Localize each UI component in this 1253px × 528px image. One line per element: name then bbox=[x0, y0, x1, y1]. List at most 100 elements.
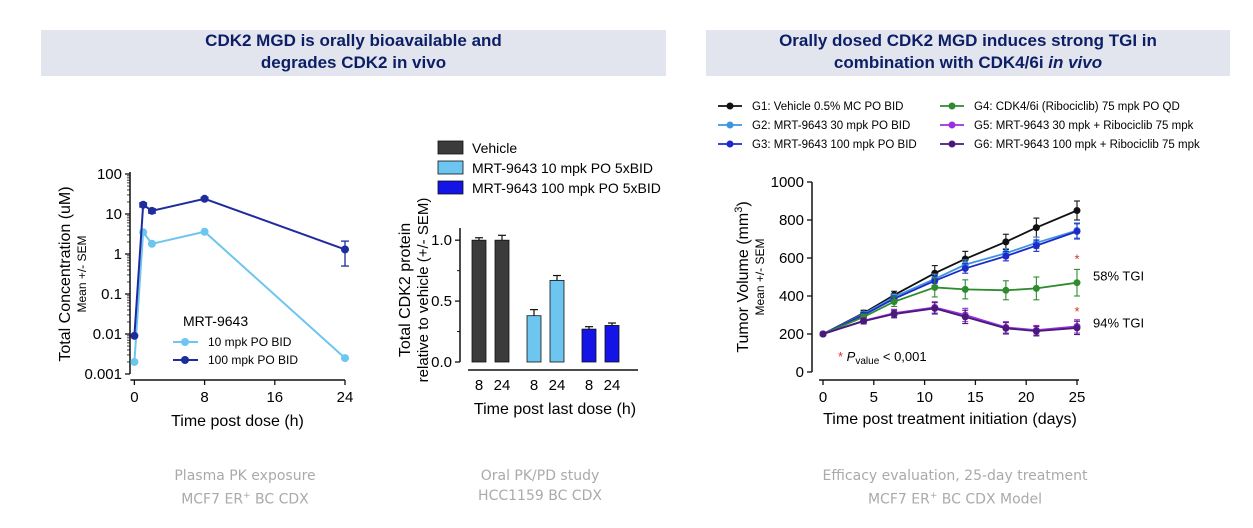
tgi-label-g4: 58% TGI bbox=[1093, 269, 1144, 284]
pvalue-note: * Pvalue < 0,001 bbox=[838, 349, 927, 367]
pk-caption-b: BC CDX bbox=[250, 491, 309, 508]
bar bbox=[549, 279, 565, 363]
eff-caption-line1: Efficacy evaluation, 25-day treatment bbox=[822, 468, 1088, 484]
data-point bbox=[130, 331, 139, 340]
significance-star: * bbox=[1074, 251, 1079, 266]
legend-label: MRT-9643 100 mpk PO 5xBID bbox=[472, 180, 661, 196]
x-axis-label: Time post dose (h) bbox=[171, 413, 304, 430]
data-point bbox=[1002, 252, 1010, 260]
data-point bbox=[147, 239, 156, 248]
data-point bbox=[961, 264, 969, 272]
data-point bbox=[931, 269, 939, 277]
legend-label: G4: CDK4/6i (Ribociclib) 75 mpk PO QD bbox=[974, 101, 1180, 113]
bar bbox=[581, 328, 597, 363]
x-tick-label: 24 bbox=[337, 389, 354, 406]
series-line bbox=[822, 230, 1078, 335]
pk-caption-a: MCF7 ER bbox=[181, 491, 244, 508]
data-point bbox=[200, 227, 209, 236]
legend-marker bbox=[726, 121, 734, 129]
y-tick-label: 200 bbox=[779, 326, 804, 343]
pd-caption-line1: Oral PK/PD study bbox=[480, 468, 600, 484]
y-axis-label: Tumor Volume (mm3) bbox=[733, 201, 752, 352]
x-tick-label: 15 bbox=[967, 389, 984, 406]
right-title-line2-prefix: combination with CDK4/6i bbox=[833, 53, 1049, 72]
y-tick-label: 0.1 bbox=[101, 286, 122, 303]
bar bbox=[604, 325, 620, 363]
y-tick-label: 1000 bbox=[771, 174, 804, 191]
pd-caption: Oral PK/PD study HCC1159 BC CDX bbox=[440, 466, 640, 506]
x-tick-label: 8 bbox=[530, 377, 538, 394]
y-tick-label: 400 bbox=[779, 288, 804, 305]
data-point bbox=[890, 298, 898, 306]
data-point bbox=[860, 317, 868, 325]
y-tick-label: 0.0 bbox=[431, 354, 452, 371]
legend-label: 10 mpk PO BID bbox=[208, 335, 292, 349]
x-tick-label: 20 bbox=[1018, 389, 1035, 406]
x-tick-label: 10 bbox=[916, 389, 933, 406]
legend-label: G6: MRT-9643 100 mpk + Ribociclib 75 mpk bbox=[974, 139, 1200, 151]
eff-caption-a: MCF7 ER bbox=[867, 491, 930, 508]
data-point bbox=[139, 200, 148, 209]
eff-caption-b: BC CDX Model bbox=[937, 491, 1043, 508]
series-line bbox=[822, 229, 1078, 335]
y-tick-label: 10 bbox=[105, 206, 122, 223]
legend-title: MRT-9643 bbox=[183, 313, 248, 329]
x-axis-label: Time post last dose (h) bbox=[474, 401, 636, 418]
y-axis-sublabel: Mean +/- SEM bbox=[753, 238, 767, 315]
y-tick-label: 800 bbox=[779, 212, 804, 229]
x-tick-label: 24 bbox=[604, 377, 621, 394]
legend-label: G5: MRT-9643 30 mpk + Ribociclib 75 mpk bbox=[974, 120, 1194, 132]
legend-marker bbox=[948, 102, 956, 110]
y-tick-label: 0.001 bbox=[84, 366, 122, 383]
legend-swatch bbox=[437, 160, 464, 175]
tgi-label-g5: 94% TGI bbox=[1093, 315, 1144, 330]
left-panel-title: CDK2 MGD is orally bioavailable and degr… bbox=[41, 30, 666, 76]
legend-label: MRT-9643 10 mpk PO 5xBID bbox=[472, 160, 653, 176]
pd-chart: 0.0 0.5 1.0 8 24 8 24 8 24 Time post last dose (h… bbox=[397, 140, 661, 418]
x-tick-label: 8 bbox=[585, 377, 593, 394]
x-tick-label: 5 bbox=[870, 389, 878, 406]
y-tick-label: 1.0 bbox=[431, 232, 452, 249]
data-point bbox=[1073, 207, 1081, 214]
x-tick-label: 0 bbox=[819, 389, 827, 406]
legend-marker bbox=[726, 140, 734, 148]
data-point bbox=[341, 245, 349, 254]
data-point bbox=[1073, 324, 1081, 332]
series-line bbox=[822, 209, 1078, 335]
data-point bbox=[1073, 227, 1081, 235]
legend-marker bbox=[181, 356, 189, 364]
x-tick-label: 25 bbox=[1069, 389, 1086, 406]
x-tick-label: 8 bbox=[200, 389, 208, 406]
y-axis-label-2: relative to vehicle (+/- SEM) bbox=[415, 198, 432, 383]
eff-caption-line2: MCF7 ER+ BC CDX Model bbox=[800, 486, 1110, 510]
bar bbox=[471, 239, 487, 363]
right-title-line1: Orally dosed CDK2 MGD induces strong TGI… bbox=[779, 31, 1157, 50]
data-point bbox=[1032, 224, 1040, 232]
pk-caption-line1: Plasma PK exposure bbox=[174, 468, 316, 484]
legend-label: G2: MRT-9643 30 mpk PO BID bbox=[752, 120, 910, 132]
x-tick-label: 24 bbox=[549, 377, 566, 394]
legend-label: G1: Vehicle 0.5% MC PO BID bbox=[752, 101, 903, 113]
legend-label: 100 mpk PO BID bbox=[208, 353, 298, 367]
series-line bbox=[822, 281, 1078, 335]
y-axis-sublabel: Mean +/- SEM bbox=[75, 235, 89, 312]
legend-label: Vehicle bbox=[472, 140, 517, 156]
data-point bbox=[1002, 286, 1010, 294]
data-point bbox=[1002, 324, 1010, 332]
x-axis-label: Time post treatment initiation (days) bbox=[823, 411, 1077, 428]
data-point bbox=[819, 330, 827, 338]
data-point bbox=[961, 313, 969, 321]
y-tick-label: 600 bbox=[779, 250, 804, 267]
y-tick-label: 0.01 bbox=[93, 326, 122, 343]
eff-caption-sup: + bbox=[929, 491, 938, 501]
left-title-line1: CDK2 MGD is orally bioavailable and bbox=[205, 31, 502, 50]
legend-label: G3: MRT-9643 100 mpk PO BID bbox=[752, 139, 917, 151]
left-title-line2: degrades CDK2 in vivo bbox=[260, 53, 447, 72]
y-tick-label: 1 bbox=[114, 246, 122, 263]
data-point bbox=[890, 310, 898, 318]
x-tick-label: 8 bbox=[475, 377, 483, 394]
x-tick-label: 16 bbox=[266, 389, 283, 406]
data-point bbox=[341, 354, 349, 363]
y-tick-label: 0.5 bbox=[431, 293, 452, 310]
data-point bbox=[931, 283, 939, 291]
